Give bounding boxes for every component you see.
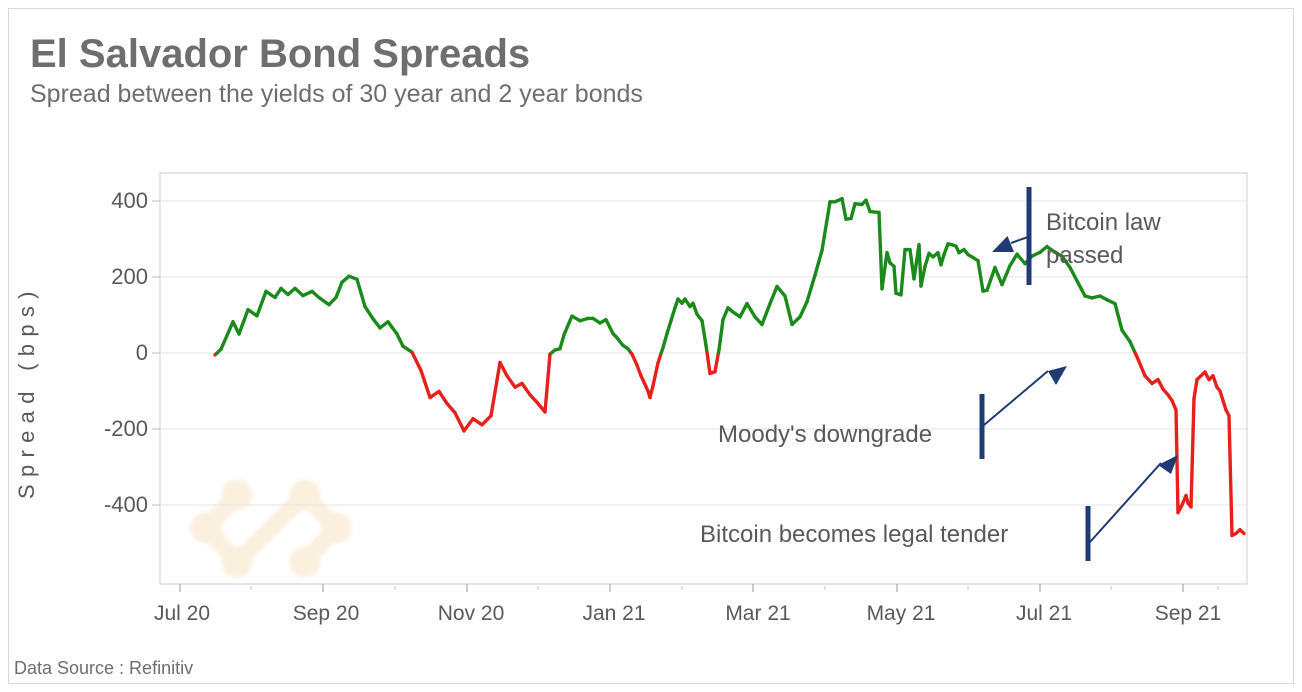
svg-text:-200: -200 [104, 416, 148, 441]
svg-text:passed: passed [1046, 242, 1123, 269]
svg-text:Bitcoin law: Bitcoin law [1046, 209, 1161, 236]
svg-text:Nov 20: Nov 20 [438, 602, 505, 625]
svg-text:May 21: May 21 [867, 602, 936, 625]
svg-text:Mar 21: Mar 21 [725, 602, 790, 625]
svg-text:-400: -400 [104, 492, 148, 517]
svg-text:Moody's downgrade: Moody's downgrade [718, 421, 932, 448]
svg-text:Jul 20: Jul 20 [154, 602, 210, 625]
svg-text:400: 400 [111, 188, 148, 213]
svg-text:0: 0 [136, 340, 148, 365]
svg-text:Sep 21: Sep 21 [1155, 602, 1222, 625]
svg-text:200: 200 [111, 264, 148, 289]
svg-text:Jul 21: Jul 21 [1016, 602, 1072, 625]
svg-text:Bitcoin becomes legal tender: Bitcoin becomes legal tender [700, 521, 1008, 548]
svg-text:Jan 21: Jan 21 [582, 602, 645, 625]
svg-text:Sep 20: Sep 20 [293, 602, 360, 625]
